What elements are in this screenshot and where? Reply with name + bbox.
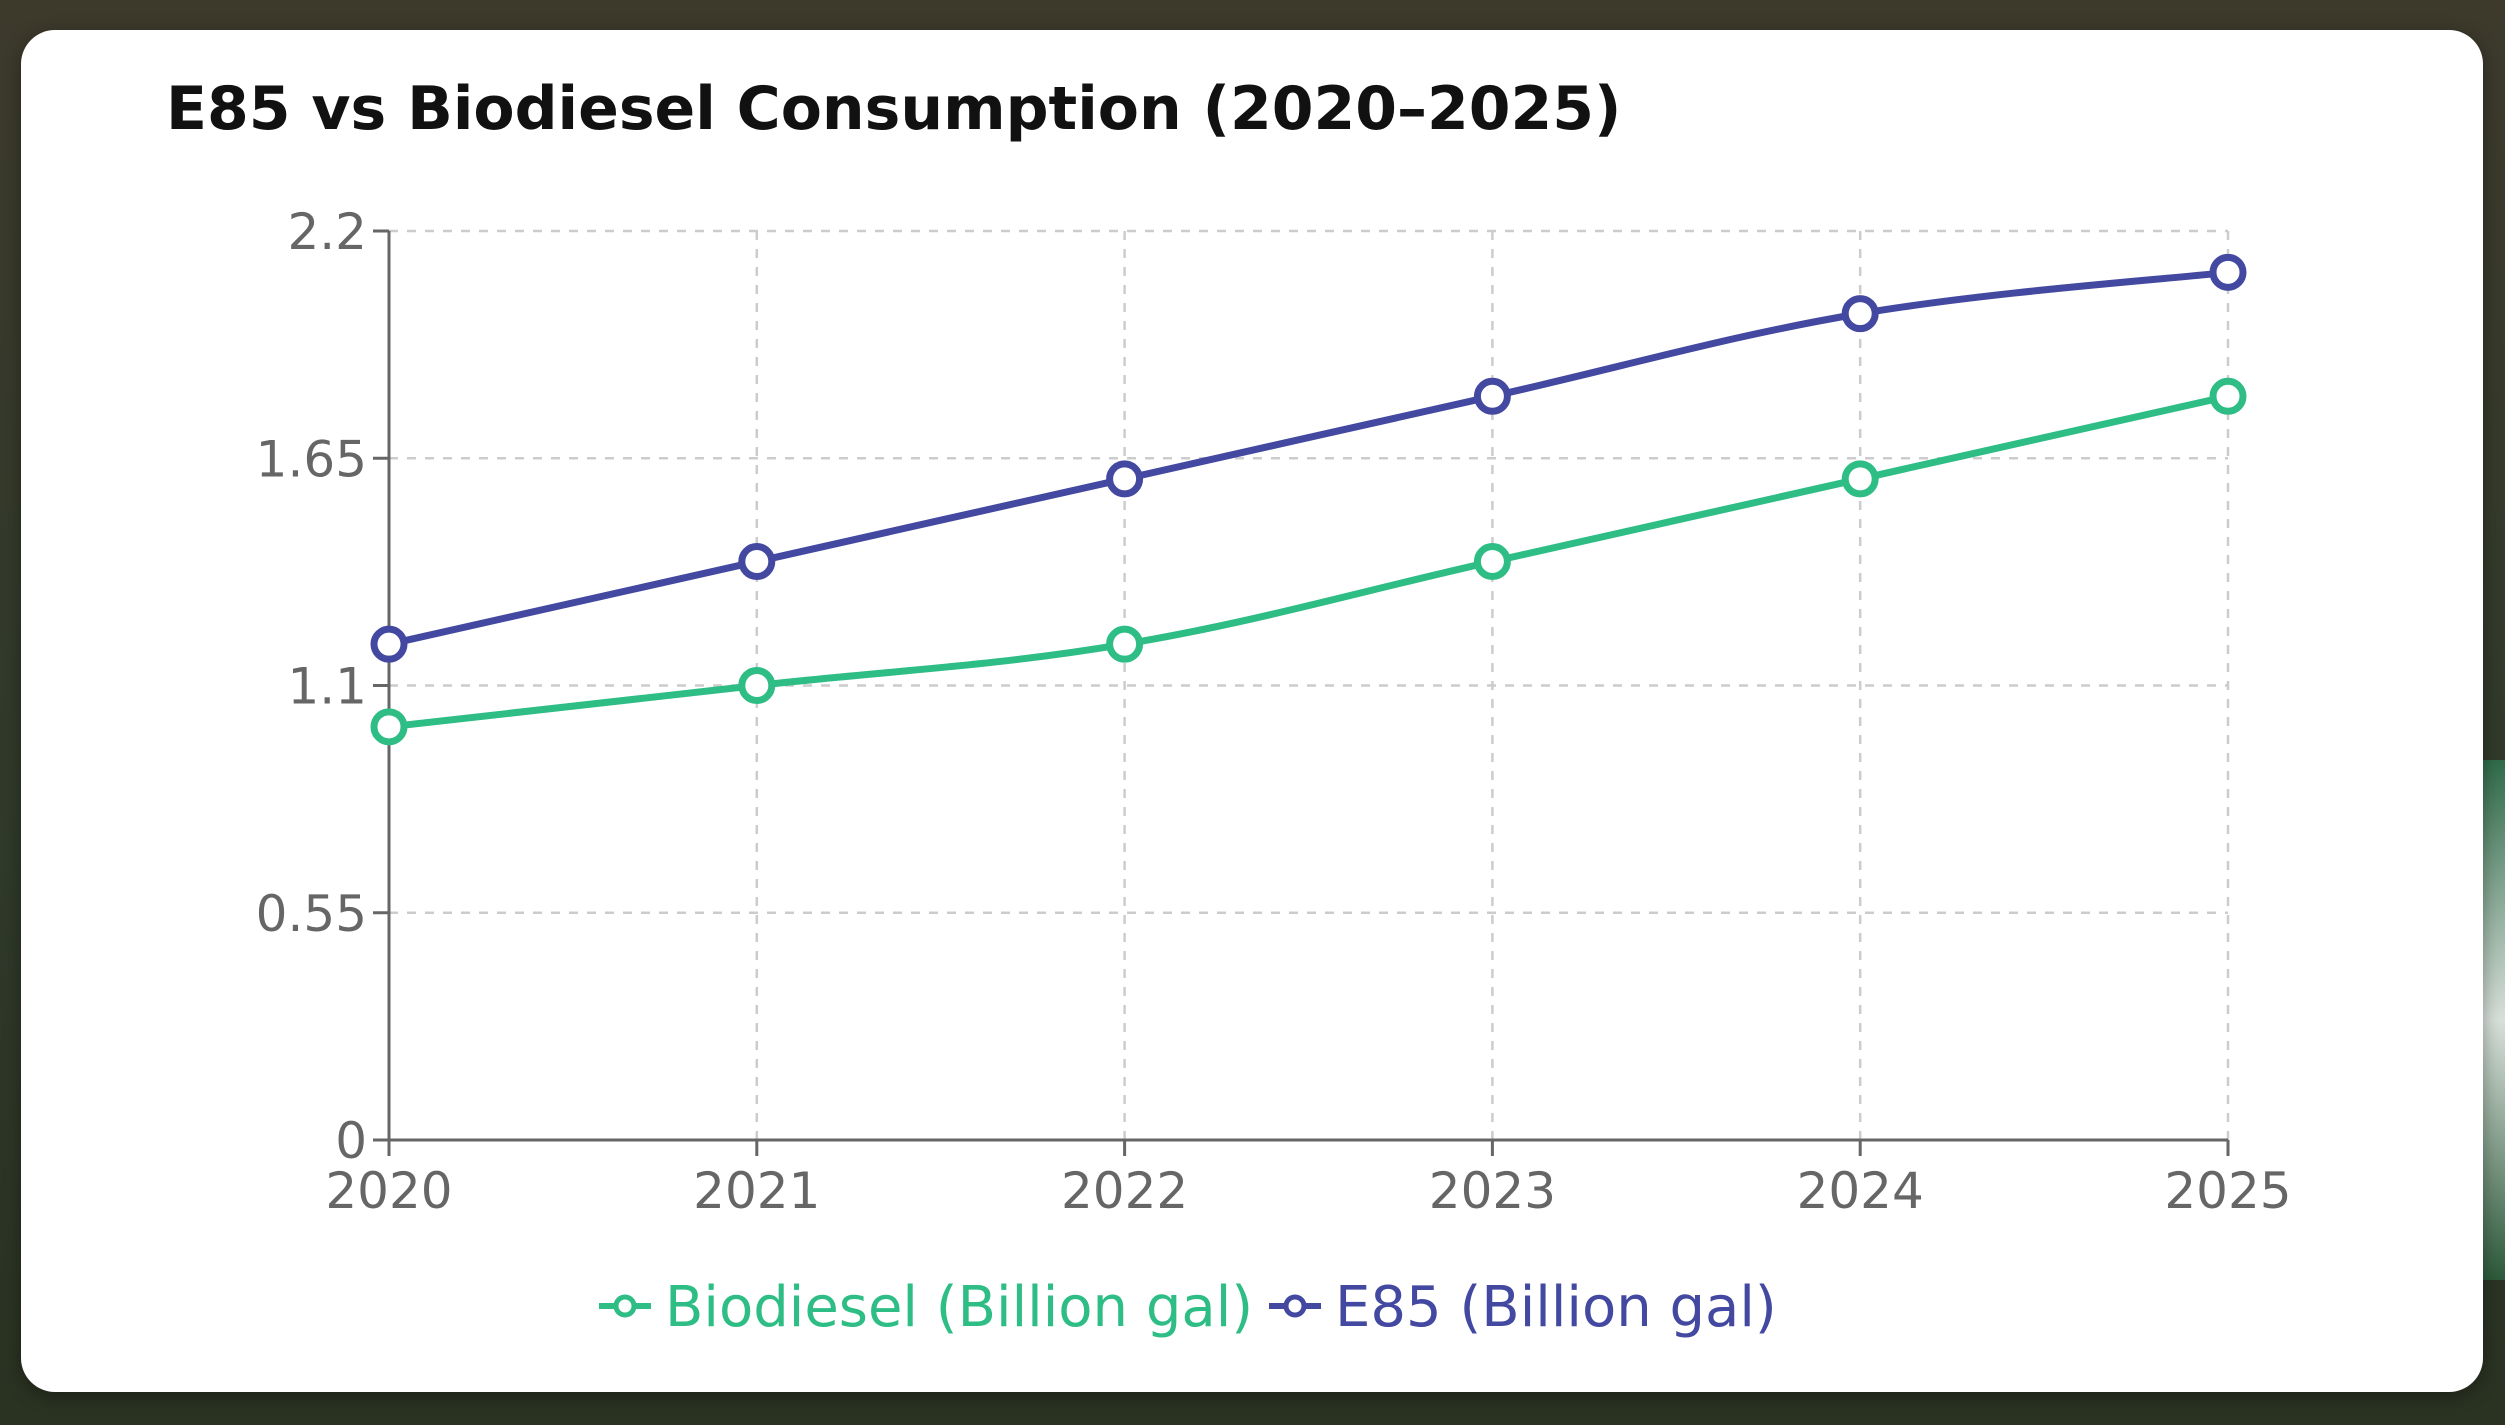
series-lines [370,253,2247,746]
y-tick-label: 0 [335,1112,367,1170]
data-point[interactable] [2209,253,2247,291]
data-point[interactable] [1473,377,1511,415]
chart-title: E85 vs Biodiesel Consumption (2020–2025) [166,74,1622,144]
x-tick-label: 2020 [325,1162,452,1220]
series-line [385,392,2232,731]
legend-point-marker [1283,1294,1307,1318]
data-point[interactable] [1841,460,1879,498]
data-point[interactable] [738,543,776,581]
legend-label: E85 (Billion gal) [1335,1275,1777,1340]
data-point[interactable] [1106,625,1144,663]
data-point[interactable] [1841,295,1879,333]
legend-item[interactable]: E85 (Billion gal) [1269,1275,1777,1340]
y-tick-label: 2.2 [287,203,367,261]
series-1 [370,253,2247,663]
data-point[interactable] [738,667,776,704]
axes [373,229,2230,1156]
legend-label: Biodiesel (Billion gal) [665,1275,1253,1340]
y-tick-label: 0.55 [256,885,367,943]
tick-labels: 0 0.55 1.1 1.65 2.2 2020 2021 2022 2023 2024 2025 [256,203,2292,1220]
x-tick-label: 2025 [2164,1162,2291,1220]
data-point[interactable] [2209,377,2247,415]
y-tick-label: 1.65 [256,430,367,488]
grid-lines [389,229,2230,1140]
data-point[interactable] [370,625,408,663]
legend-item[interactable]: Biodiesel (Billion gal) [599,1275,1253,1340]
legend: Biodiesel (Billion gal) E85 (Billion gal) [599,1275,1777,1340]
legend-point-marker [613,1294,637,1318]
x-tick-label: 2022 [1061,1162,1188,1220]
series-line [385,268,2232,648]
chart-card: E85 vs Biodiesel Consumption (2020–2025)… [21,30,2483,1392]
x-tick-label: 2023 [1429,1162,1556,1220]
y-tick-label: 1.1 [287,658,367,716]
data-point[interactable] [1473,543,1511,581]
series-0 [370,377,2247,746]
x-tick-label: 2021 [693,1162,820,1220]
data-point[interactable] [1106,460,1144,498]
data-point[interactable] [370,708,408,746]
x-tick-label: 2024 [1797,1162,1924,1220]
